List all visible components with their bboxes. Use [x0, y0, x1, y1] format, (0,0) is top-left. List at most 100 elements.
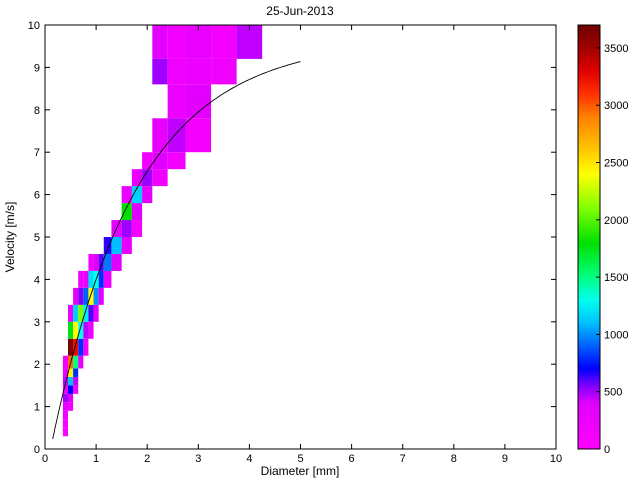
colorbar-tick-label: 2000 [604, 215, 628, 227]
heatmap-cell [152, 152, 168, 170]
heatmap-cell [152, 169, 168, 187]
heatmap-cell [236, 25, 263, 59]
heatmap-cell [88, 287, 94, 305]
y-tick-label: 4 [34, 274, 40, 286]
heatmap-cell [103, 237, 112, 254]
heatmap-cell [88, 321, 94, 339]
y-tick-label: 0 [34, 444, 40, 456]
heatmap-cell [73, 287, 79, 305]
x-tick-label: 6 [349, 453, 355, 465]
heatmap-cell [62, 393, 68, 403]
x-tick-label: 8 [451, 453, 457, 465]
heatmap-cell [62, 419, 68, 428]
heatmap-cell [73, 385, 79, 394]
heatmap-cell [211, 25, 237, 59]
heatmap-cell [185, 25, 212, 59]
y-tick-label: 2 [34, 359, 40, 371]
heatmap-cell [73, 376, 79, 386]
heatmap-cell [62, 376, 68, 386]
y-tick-label: 6 [34, 190, 40, 202]
heatmap-cell [185, 84, 212, 119]
heatmap-cell [131, 220, 143, 237]
heatmap-cell [103, 253, 112, 271]
heatmap-cell [142, 152, 153, 170]
heatmap-cell [121, 220, 132, 237]
heatmap-cell [211, 58, 237, 85]
heatmap-cell [67, 402, 74, 411]
heatmap-cell [78, 338, 84, 356]
x-tick-label: 7 [400, 453, 406, 465]
heatmap-cell [73, 368, 79, 377]
heatmap-cell [73, 321, 79, 339]
heatmap-cell [167, 84, 186, 119]
heatmap-cell [121, 186, 132, 204]
heatmap-cell [98, 253, 104, 271]
heatmap-cell [111, 237, 122, 254]
x-tick-label: 5 [297, 453, 303, 465]
heatmap-cell [121, 237, 132, 254]
y-tick-label: 1 [34, 402, 40, 414]
x-tick-label: 3 [195, 453, 201, 465]
heatmap-cell [67, 376, 74, 386]
heatmap-cell [152, 25, 168, 59]
colorbar-tick-label: 1000 [604, 329, 628, 341]
heatmap-cell [67, 393, 74, 403]
heatmap-cell [83, 270, 89, 288]
x-tick-label: 10 [550, 453, 562, 465]
heatmap-cell [67, 338, 74, 356]
x-tick-label: 4 [246, 453, 252, 465]
heatmap-cell [152, 58, 168, 85]
heatmap-cell [83, 338, 89, 356]
colorbar-tick-label: 3000 [604, 100, 628, 112]
heatmap-cell [78, 355, 84, 369]
heatmap-cell [62, 368, 68, 377]
heatmap-cell [78, 270, 84, 288]
heatmap-cell [78, 287, 84, 305]
heatmap-cell [88, 270, 94, 288]
terminal-velocity-curve [52, 61, 301, 440]
colorbar-tick-label: 1500 [604, 272, 628, 284]
heatmap-cell [83, 321, 89, 339]
x-tick-label: 1 [93, 453, 99, 465]
heatmap-cell [98, 287, 104, 305]
y-tick-label: 3 [34, 317, 40, 329]
heatmap-cell [131, 169, 143, 187]
axes-box [44, 24, 557, 450]
heatmap-cell [185, 118, 212, 153]
colorbar-tick-label: 2500 [604, 158, 628, 170]
heatmap-cell [131, 203, 143, 221]
y-tick-label: 7 [34, 147, 40, 159]
heatmap-cell [121, 203, 132, 221]
colorbar-tick-label: 500 [604, 387, 622, 399]
heatmap-cell [73, 355, 79, 369]
heatmap-cell [67, 304, 74, 322]
heatmap-cell [62, 427, 68, 437]
heatmap-cell [88, 253, 94, 271]
heatmap-cell [98, 270, 104, 288]
y-tick-label: 10 [28, 20, 40, 32]
heatmap-cell [88, 304, 94, 322]
colorbar-gradient [577, 24, 601, 450]
x-tick-label: 0 [42, 453, 48, 465]
heatmap-cell [83, 304, 89, 322]
heatmap-cell [73, 304, 79, 322]
y-tick-label: 5 [34, 232, 40, 244]
heatmap-cell [73, 338, 79, 356]
heatmap-cell [67, 368, 74, 377]
heatmap-cell [185, 58, 212, 85]
x-tick-label: 2 [144, 453, 150, 465]
x-axis-label: Diameter [mm] [261, 464, 340, 478]
x-tick-label: 9 [502, 453, 508, 465]
heatmap-cell [62, 355, 68, 369]
heatmap-cell [111, 253, 122, 271]
axes-ticks-layer: 0 1 2 3 4 5 6 7 8 9 10 0 1 2 3 4 5 6 7 8 9 10 [28, 20, 562, 465]
colorbar-tick-label: 3500 [604, 43, 628, 55]
y-axis-label: Velocity [m/s] [3, 202, 17, 273]
heatmap-cell [167, 25, 186, 59]
y-tick-label: 9 [34, 62, 40, 74]
heatmap-cell [167, 118, 186, 153]
chart-title: 25-Jun-2013 [266, 4, 334, 18]
heatmap-cell [78, 321, 84, 339]
heatmap-cell [83, 287, 89, 305]
